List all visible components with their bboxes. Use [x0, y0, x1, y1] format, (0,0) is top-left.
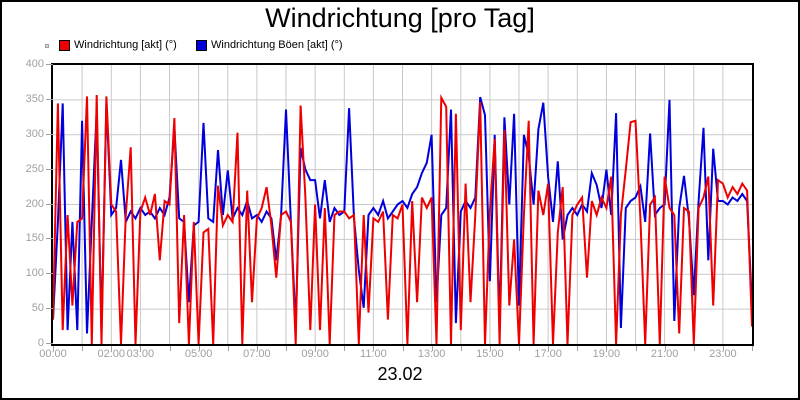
legend-item-windrichtung-akt: Windrichtung [akt] (°): [59, 39, 177, 51]
y-axis-tick: [46, 99, 53, 100]
y-axis-label: 400: [25, 58, 44, 70]
x-axis-tick: [432, 346, 433, 351]
x-axis-tick: [665, 346, 666, 351]
x-axis-tick: [606, 346, 607, 351]
date-label: 23.02: [377, 364, 423, 384]
legend-label-windrichtung-boeen: Windrichtung Böen [akt] (°): [211, 39, 343, 51]
y-axis-label: 200: [25, 197, 44, 210]
y-axis-label: 0: [37, 337, 44, 349]
x-axis-tick: [548, 346, 549, 351]
x-axis-tick: [519, 346, 520, 351]
y-axis-tick: [46, 308, 53, 309]
x-axis-tick: [140, 346, 141, 351]
x-axis-label: 17:00: [534, 348, 562, 360]
x-axis-tick: [636, 346, 637, 351]
y-axis-label: 250: [25, 162, 44, 175]
x-axis-tick: [461, 346, 462, 351]
x-axis-label: 15:00: [476, 348, 504, 360]
x-axis-tick: [286, 346, 287, 351]
y-axis-tick: [46, 343, 53, 344]
x-axis-tick: [111, 346, 112, 351]
x-axis-label: 13:00: [417, 348, 446, 360]
x-axis-label: 11:00: [360, 348, 387, 360]
x-axis-tick: [170, 346, 171, 351]
x-axis-label: 03:00: [126, 348, 155, 360]
legend: Windrichtung [akt] (°) Windrichtung Böen…: [2, 37, 798, 53]
y-axis-tick: [46, 273, 53, 274]
x-axis-tick: [53, 346, 54, 351]
x-axis-label: 23:00: [709, 348, 737, 360]
x-axis-label: 05:00: [184, 348, 213, 360]
x-axis-tick: [199, 346, 200, 351]
x-axis-tick: [490, 346, 491, 351]
x-axis-label: 07:00: [243, 348, 271, 360]
legend-swatch-red-icon: [59, 39, 70, 51]
x-axis-tick: [228, 346, 229, 351]
x-axis-label: 02:00: [97, 348, 126, 360]
y-axis-label: 50: [31, 302, 44, 315]
x-axis-tick: [82, 346, 83, 351]
x-axis-label: 09:00: [301, 348, 329, 360]
page-title: Windrichtung [pro Tag]: [265, 3, 535, 33]
x-axis-label: 21:00: [650, 348, 679, 360]
x-axis-tick: [315, 346, 316, 351]
legend-marker-icon: [45, 44, 49, 48]
plot-area: [51, 63, 754, 346]
y-axis-label: 300: [25, 127, 44, 140]
y-axis-label: 100: [25, 267, 44, 280]
x-axis-tick: [403, 346, 404, 351]
y-axis-tick: [46, 134, 53, 135]
x-axis-tick: [577, 346, 578, 351]
y-axis-tick: [46, 238, 53, 239]
series-line-windrichtung-akt: [53, 94, 752, 344]
x-axis-tick: [723, 346, 724, 351]
x-axis-tick: [752, 346, 753, 351]
x-axis-label: 00:00: [39, 348, 67, 360]
legend-label-windrichtung-akt: Windrichtung [akt] (°): [74, 39, 177, 51]
x-axis-tick: [257, 346, 258, 351]
y-axis-label: 350: [25, 92, 44, 105]
y-axis-tick: [46, 204, 53, 205]
legend-swatch-blue-icon: [196, 39, 207, 51]
x-axis-tick: [694, 346, 695, 351]
x-axis-tick: [373, 346, 374, 351]
x-axis-tick: [344, 346, 345, 351]
x-axis-label: 19:00: [592, 348, 621, 360]
plot-svg: [53, 65, 752, 344]
y-axis-tick: [46, 169, 53, 170]
y-axis-tick: [46, 64, 53, 65]
y-axis-label: 150: [25, 232, 44, 245]
legend-item-windrichtung-boeen: Windrichtung Böen [akt] (°): [196, 39, 343, 51]
